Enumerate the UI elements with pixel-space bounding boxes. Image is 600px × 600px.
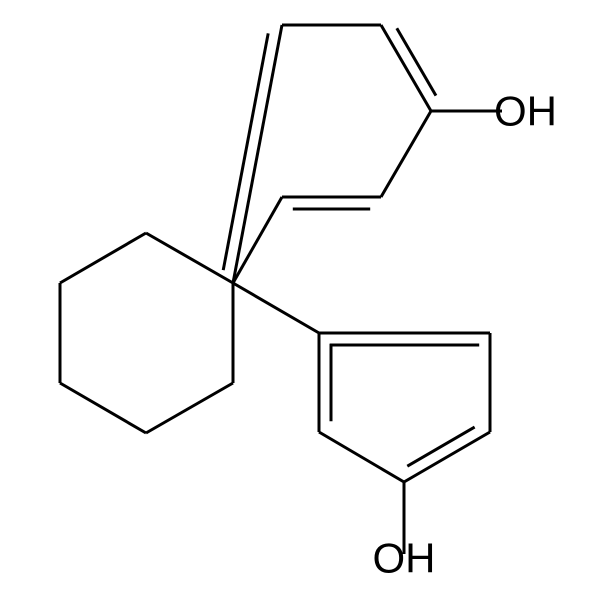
bond: [146, 383, 233, 433]
bond: [60, 233, 146, 283]
atom-label: OH: [373, 535, 436, 582]
atom-label: OH: [494, 88, 557, 135]
bond: [319, 432, 404, 482]
bond: [381, 25, 431, 111]
molecule-diagram: OH OH: [0, 0, 600, 600]
bond: [233, 283, 319, 333]
bond: [404, 432, 490, 482]
bond: [146, 233, 233, 283]
bond: [60, 383, 146, 433]
bond: [381, 111, 431, 197]
bond: [233, 25, 282, 283]
